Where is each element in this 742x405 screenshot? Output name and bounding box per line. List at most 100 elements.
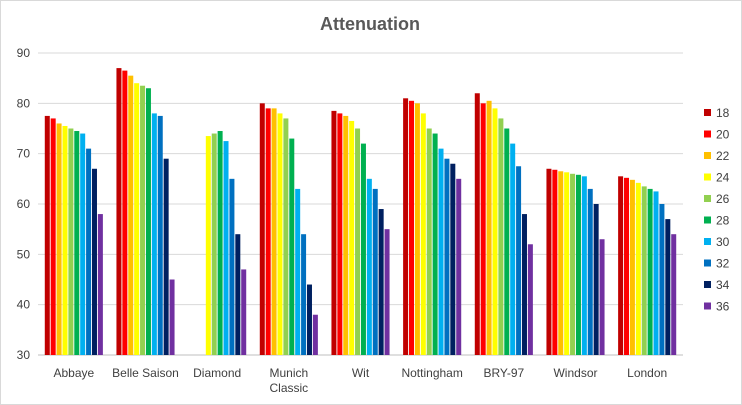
bar [116, 68, 122, 355]
legend-swatch [704, 130, 711, 138]
bar [414, 103, 420, 355]
bar [372, 188, 378, 355]
y-axis-ticks: 30 40 50 60 70 80 90 [17, 46, 31, 362]
bar [205, 136, 211, 355]
bar [378, 209, 384, 355]
bar [587, 188, 593, 355]
chart-title: Attenuation [320, 14, 420, 34]
gridlines [38, 52, 683, 356]
legend-swatch [704, 302, 711, 310]
bar [564, 172, 570, 355]
y-tick-label: 80 [17, 96, 31, 110]
bar [312, 314, 318, 355]
bar [599, 239, 605, 355]
bar [91, 168, 97, 355]
bar [570, 173, 576, 355]
bar [641, 186, 647, 355]
legend-label: 20 [716, 128, 730, 142]
legend-label: 34 [716, 278, 730, 292]
bars [44, 68, 677, 356]
x-category-label: Diamond [193, 366, 241, 380]
bar [653, 191, 659, 355]
bar [56, 123, 62, 355]
legend-swatch [704, 238, 711, 245]
bar [504, 128, 510, 355]
x-axis-categories: Abbaye Belle Saison Diamond Munich Classic Wi… [53, 366, 667, 395]
bar [618, 176, 624, 355]
bar [68, 128, 74, 355]
bar [486, 100, 492, 355]
bar [629, 179, 635, 355]
bar [366, 178, 372, 355]
legend-swatch [704, 173, 711, 181]
bar [456, 178, 462, 355]
bar [235, 234, 241, 355]
y-tick-label: 50 [17, 247, 31, 261]
legend-label: 18 [716, 106, 730, 120]
bar [211, 133, 217, 355]
x-category-label: Windsor [553, 366, 597, 380]
legend-label: 28 [716, 214, 730, 228]
bar [337, 113, 343, 356]
bar [558, 171, 564, 355]
y-tick-label: 90 [17, 46, 31, 60]
bar [432, 133, 438, 355]
bar [552, 169, 558, 355]
bar [223, 141, 229, 355]
bar [74, 131, 80, 355]
legend-swatch [704, 259, 711, 267]
bar [647, 188, 653, 355]
legend-label: 30 [716, 235, 730, 249]
bar [217, 131, 223, 355]
bar [593, 204, 599, 355]
bar [671, 234, 677, 355]
bar [480, 103, 486, 355]
bar [306, 284, 312, 355]
bar [575, 174, 581, 355]
legend-swatch [704, 109, 711, 116]
bar [438, 148, 444, 355]
bar [50, 118, 56, 355]
bar [360, 143, 366, 355]
bar [163, 158, 169, 355]
bar [420, 113, 426, 356]
bar [492, 108, 498, 355]
bar [289, 138, 295, 355]
bar [444, 158, 450, 355]
legend-label: 32 [716, 257, 730, 271]
bar [581, 176, 587, 355]
y-tick-label: 60 [17, 197, 31, 211]
bar [134, 83, 140, 355]
legend-label: 36 [716, 300, 730, 314]
bar [151, 113, 157, 356]
bar [259, 103, 265, 355]
x-category-label: London [627, 366, 667, 380]
bar [331, 110, 337, 355]
bar [169, 279, 175, 355]
x-category-label: Wit [352, 366, 370, 380]
x-category-label: Munich Classic [269, 366, 308, 395]
legend-swatch [704, 195, 711, 202]
bar [122, 70, 128, 355]
bar [521, 214, 527, 355]
y-tick-label: 40 [17, 298, 31, 312]
bar [355, 128, 361, 355]
bar [301, 234, 307, 355]
bar [349, 120, 355, 355]
legend-swatch [704, 281, 711, 288]
bar [409, 100, 415, 355]
bar [624, 177, 630, 355]
y-tick-label: 30 [17, 348, 31, 362]
legend-label: 26 [716, 192, 730, 206]
bar [546, 168, 552, 355]
bar [384, 229, 390, 355]
bar [635, 182, 641, 355]
bar [343, 115, 349, 356]
bar [659, 204, 665, 355]
bar [265, 108, 271, 355]
bar [426, 128, 432, 355]
bar [283, 118, 289, 355]
bar [527, 244, 533, 355]
bar [665, 219, 671, 355]
